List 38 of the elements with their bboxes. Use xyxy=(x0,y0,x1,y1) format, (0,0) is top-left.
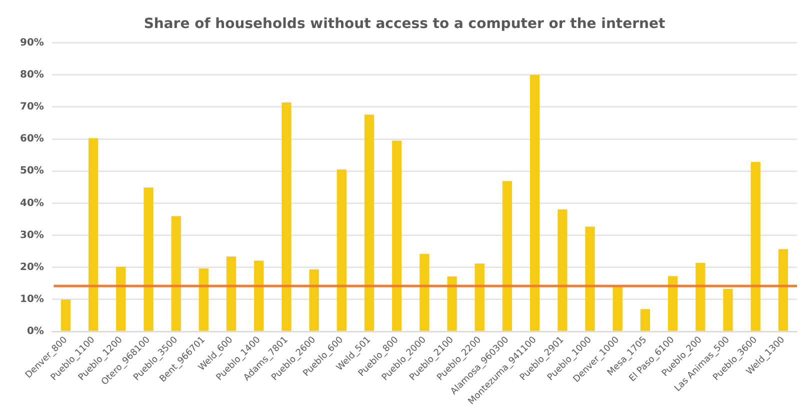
bar xyxy=(668,276,678,331)
bar xyxy=(116,266,126,331)
y-tick-label: 80% xyxy=(20,69,44,80)
bar xyxy=(364,114,374,331)
bar xyxy=(88,138,98,331)
bar xyxy=(530,74,540,331)
bar xyxy=(420,254,430,331)
bar xyxy=(502,181,512,331)
bar xyxy=(612,285,622,331)
bar xyxy=(198,268,209,331)
bar xyxy=(558,209,568,331)
bar xyxy=(723,288,733,331)
y-tick-label: 70% xyxy=(20,102,44,113)
y-tick-label: 10% xyxy=(20,294,44,306)
bar xyxy=(392,140,402,331)
bar xyxy=(60,300,71,331)
bar xyxy=(171,216,181,331)
bar xyxy=(144,188,154,331)
bar xyxy=(585,226,595,331)
bar xyxy=(640,309,650,331)
bar xyxy=(336,170,347,331)
bar xyxy=(447,276,457,331)
chart-title: Share of households without access to a computer or the internet xyxy=(144,16,666,32)
y-tick-label: 90% xyxy=(20,37,44,48)
bar xyxy=(750,162,760,331)
y-tick-label: 20% xyxy=(20,262,44,274)
bar xyxy=(309,269,319,331)
bar xyxy=(226,256,236,331)
y-tick-label: 50% xyxy=(20,166,44,177)
y-tick-label: 60% xyxy=(20,134,44,145)
y-tick-label: 30% xyxy=(20,230,44,241)
bar xyxy=(254,260,264,331)
bar xyxy=(282,102,292,331)
bar xyxy=(474,264,484,331)
bar xyxy=(696,262,706,331)
y-tick-label: 40% xyxy=(20,198,44,209)
y-tick-label: 0% xyxy=(26,326,44,338)
bar xyxy=(778,249,788,331)
